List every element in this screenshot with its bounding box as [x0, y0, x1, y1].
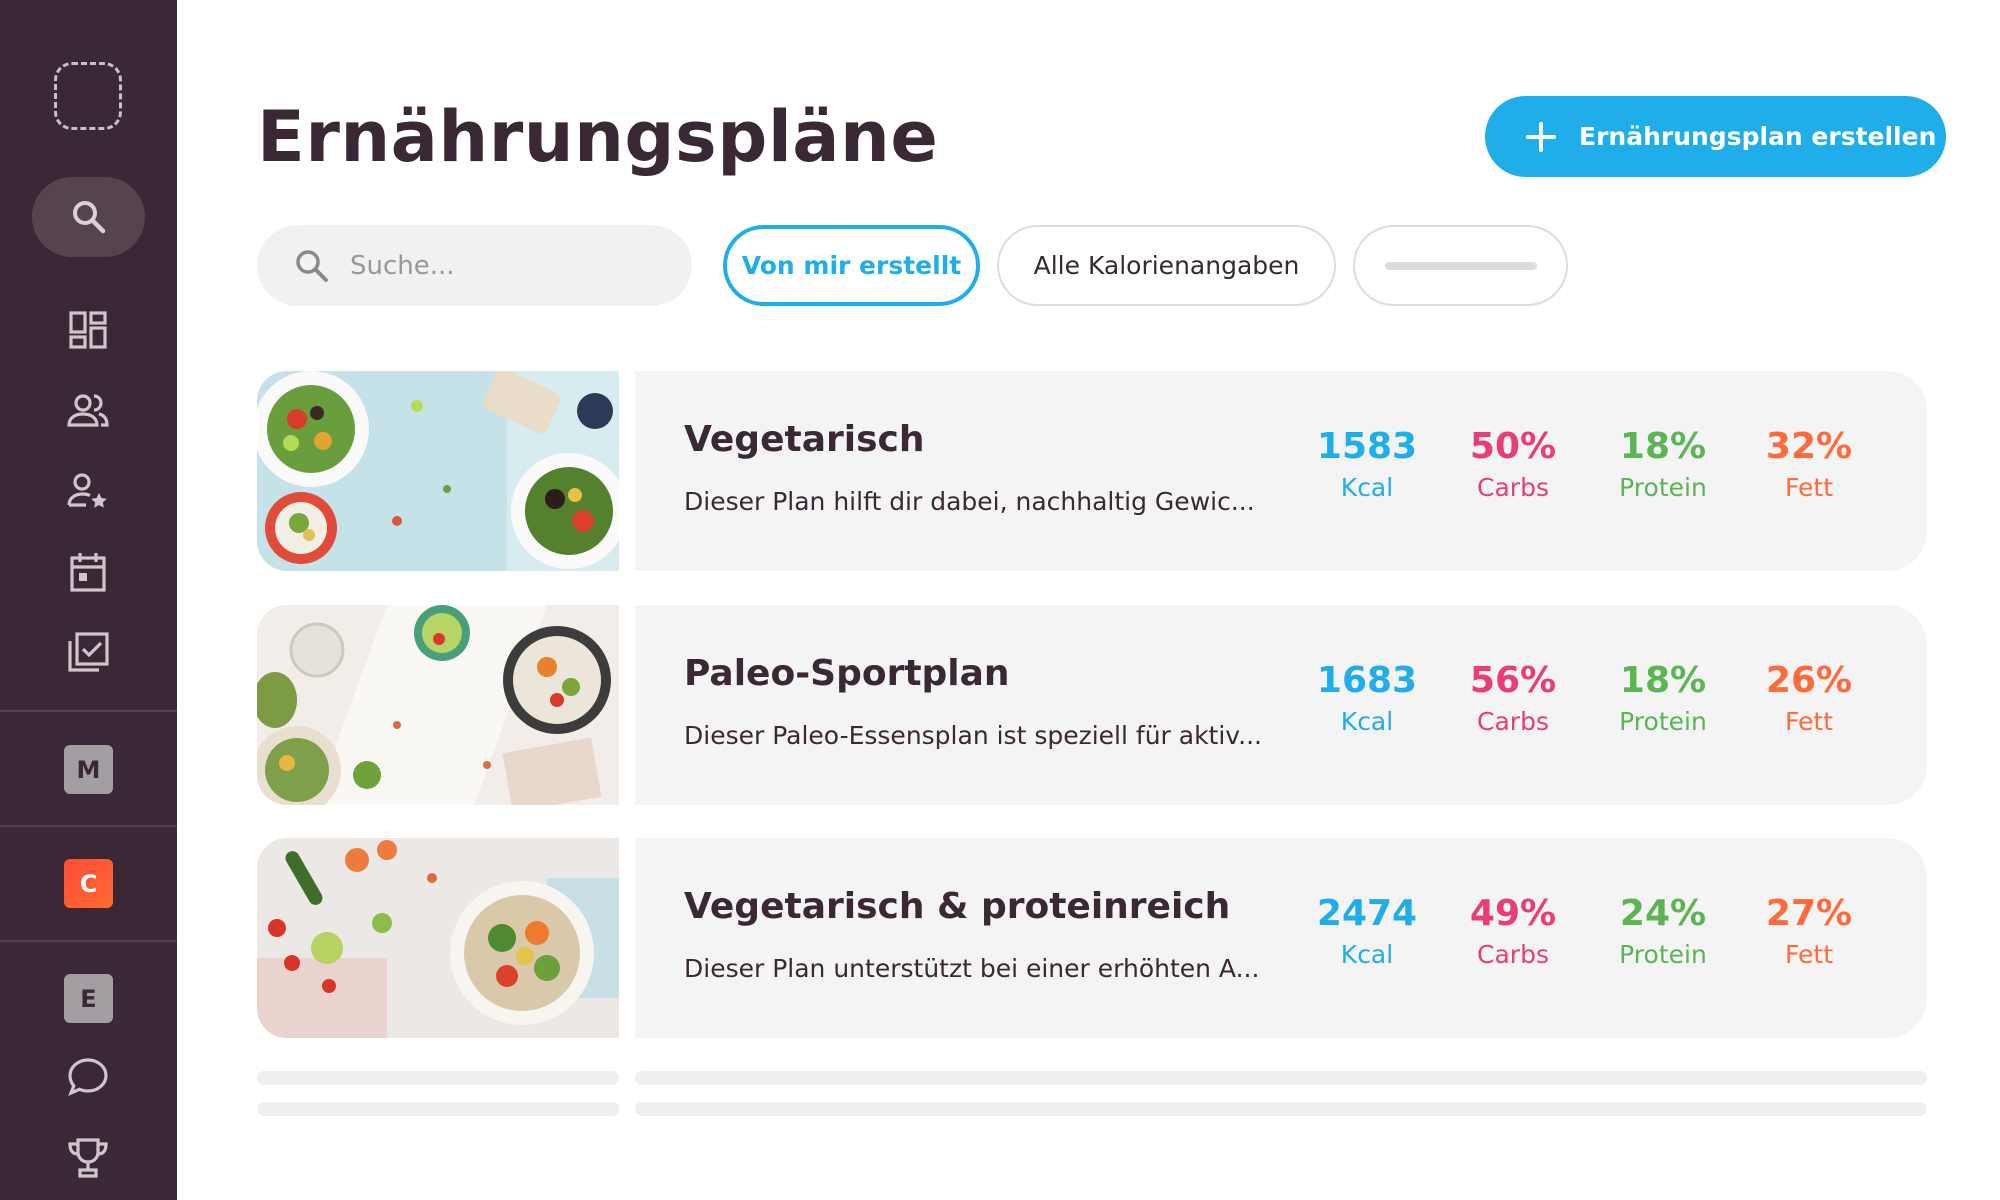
stat-label: Carbs [1477, 473, 1549, 502]
sidebar-item-calendar[interactable] [60, 544, 116, 600]
stat-value: 18% [1619, 426, 1707, 467]
stat-carbs: 50% Carbs [1448, 426, 1578, 502]
calendar-icon [70, 553, 106, 592]
stat-value: 32% [1765, 426, 1853, 467]
search-icon [296, 249, 328, 282]
filter-chip-placeholder[interactable] [1353, 225, 1568, 306]
logo-placeholder-icon[interactable] [54, 62, 122, 130]
users-icon [67, 394, 109, 427]
stat-value: 56% [1469, 660, 1557, 701]
stat-value: 26% [1765, 660, 1853, 701]
sidebar-item-dashboard[interactable] [60, 302, 116, 358]
stat-fett: 32% Fett [1744, 426, 1874, 502]
sidebar-item-users[interactable] [60, 383, 116, 439]
plan-title: Vegetarisch [684, 419, 925, 460]
stat-label: Protein [1619, 940, 1707, 969]
sidebar-item-chat[interactable] [60, 1049, 116, 1105]
stat-label: Protein [1619, 473, 1707, 502]
plan-title: Paleo-Sportplan [684, 653, 1010, 694]
page-title: Ernährungspläne [257, 96, 939, 178]
plan-description: Dieser Plan unterstützt bei einer erhöht… [684, 954, 1260, 983]
stat-protein: 24% Protein [1598, 893, 1728, 969]
search-field[interactable] [257, 225, 692, 306]
stat-kcal: 1583 Kcal [1302, 426, 1432, 502]
stat-label: Kcal [1340, 473, 1394, 502]
plan-image-paleo-bowls [257, 605, 619, 805]
workspace-m[interactable]: M [64, 745, 113, 794]
sidebar-divider [0, 710, 177, 712]
plan-card[interactable]: Vegetarisch Dieser Plan hilft dir dabei,… [635, 371, 1927, 571]
stat-protein: 18% Protein [1598, 660, 1728, 736]
sidebar-item-tasks[interactable] [60, 624, 116, 680]
plan-image-vegetarian-bowls [257, 371, 619, 571]
trophy-icon [68, 1138, 108, 1178]
stat-value: 2474 [1316, 893, 1418, 934]
stat-label: Carbs [1477, 707, 1549, 736]
plan-row[interactable]: Paleo-Sportplan Dieser Paleo-Essensplan … [257, 605, 1927, 805]
sidebar-item-achievements[interactable] [60, 1130, 116, 1186]
filter-chip-created-by-me[interactable]: Von mir erstellt [723, 225, 980, 306]
stat-kcal: 1683 Kcal [1302, 660, 1432, 736]
sidebar-divider [0, 940, 177, 942]
stat-label: Kcal [1340, 707, 1394, 736]
sidebar-search-button[interactable] [32, 177, 145, 257]
create-plan-button[interactable]: Ernährungsplan erstellen [1485, 96, 1946, 177]
stat-value: 1583 [1316, 426, 1418, 467]
plus-icon [1526, 121, 1556, 152]
sidebar-item-favorites[interactable] [60, 463, 116, 519]
chip-placeholder-bar [1384, 261, 1537, 270]
skeleton-line [635, 1102, 1927, 1116]
stat-value: 27% [1765, 893, 1853, 934]
skeleton-line [635, 1071, 1927, 1085]
plan-image-protein-bowl [257, 838, 619, 1038]
stat-label: Fett [1785, 473, 1833, 502]
stat-fett: 26% Fett [1744, 660, 1874, 736]
skeleton-line [257, 1071, 619, 1085]
plan-card[interactable]: Paleo-Sportplan Dieser Paleo-Essensplan … [635, 605, 1927, 805]
dashboard-icon [69, 311, 107, 349]
stat-label: Fett [1785, 707, 1833, 736]
stat-value: 18% [1619, 660, 1707, 701]
workspace-c[interactable]: C [64, 859, 113, 908]
sidebar-divider [0, 825, 177, 827]
stat-value: 50% [1469, 426, 1557, 467]
skeleton-line [257, 1102, 619, 1116]
plan-description: Dieser Paleo-Essensplan ist speziell für… [684, 721, 1263, 750]
stat-label: Fett [1785, 940, 1833, 969]
plan-description: Dieser Plan hilft dir dabei, nachhaltig … [684, 487, 1255, 516]
chat-icon [68, 1058, 108, 1097]
checklist-icon [68, 632, 109, 672]
stat-carbs: 49% Carbs [1448, 893, 1578, 969]
sidebar: M C E [0, 0, 177, 1200]
stat-protein: 18% Protein [1598, 426, 1728, 502]
search-input[interactable] [350, 250, 650, 281]
workspace-e[interactable]: E [64, 974, 113, 1023]
plan-row[interactable]: Vegetarisch & proteinreich Dieser Plan u… [257, 838, 1927, 1038]
filter-chip-calories[interactable]: Alle Kalorienangaben [997, 225, 1336, 306]
stat-label: Carbs [1477, 940, 1549, 969]
search-icon [72, 201, 105, 234]
plan-card[interactable]: Vegetarisch & proteinreich Dieser Plan u… [635, 838, 1927, 1038]
stat-kcal: 2474 Kcal [1302, 893, 1432, 969]
stat-fett: 27% Fett [1744, 893, 1874, 969]
stat-carbs: 56% Carbs [1448, 660, 1578, 736]
stat-value: 49% [1469, 893, 1557, 934]
plan-row[interactable]: Vegetarisch Dieser Plan hilft dir dabei,… [257, 371, 1927, 571]
stat-label: Protein [1619, 707, 1707, 736]
create-plan-label: Ernährungsplan erstellen [1579, 122, 1937, 151]
plan-title: Vegetarisch & proteinreich [684, 886, 1231, 927]
stat-value: 24% [1619, 893, 1707, 934]
stat-value: 1683 [1316, 660, 1418, 701]
stat-label: Kcal [1340, 940, 1394, 969]
user-star-icon [67, 473, 107, 508]
